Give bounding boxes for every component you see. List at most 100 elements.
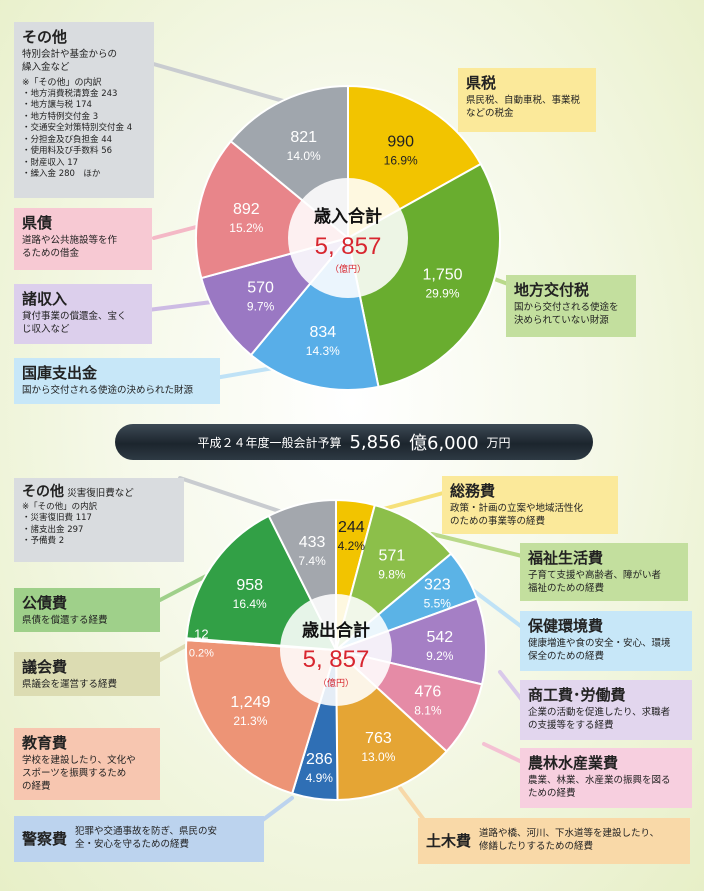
revenue-sonota-item: ・地方特例交付金 3 bbox=[22, 111, 99, 122]
expense-pie bbox=[184, 498, 487, 802]
expense-slice-value-keisatsu: 286 bbox=[306, 751, 333, 768]
revenue-center-total: 5, 857 bbox=[315, 233, 382, 260]
leader-ex-keisatsu bbox=[258, 796, 294, 824]
expense-doboku-desc2: 修繕したりするための経費 bbox=[479, 841, 594, 852]
budget-total-banner: 平成２４年度一般会計予算 5,856 億6,000 万円 bbox=[115, 424, 593, 460]
expense-sonota-item: ・災害復旧費 117 bbox=[22, 513, 92, 524]
expense-slice-value-hoken: 323 bbox=[424, 577, 451, 594]
revenue-kenzei-desc1: 県民税、自動車税、事業税 bbox=[466, 95, 581, 107]
expense-hoken-desc1: 健康増進や食の安全・安心、環境 bbox=[528, 638, 671, 650]
expense-kyouiku-box: 教育費 学校を建設したり、文化や スポーツを振興するため の経費 bbox=[14, 728, 160, 800]
expense-slice-shoukou bbox=[332, 597, 487, 686]
expense-fukushi-desc2: 福祉のための経費 bbox=[528, 583, 605, 595]
expense-slice-value-doboku: 763 bbox=[365, 730, 392, 747]
expense-slice-value-soumu: 244 bbox=[338, 519, 365, 536]
revenue-sonota-item: ・使用料及び手数料 56 bbox=[22, 146, 113, 157]
revenue-sonota-item: ・分担金及び負担金 44 bbox=[22, 134, 113, 145]
expense-kousai-box: 公債費 県債を償還する経費 bbox=[14, 588, 160, 632]
banner-amount: 5,856 bbox=[349, 431, 401, 453]
expense-hoken-box: 保健環境費 健康増進や食の安全・安心、環境 保全のための経費 bbox=[520, 611, 692, 671]
expense-doboku-title: 土木費 bbox=[426, 831, 472, 850]
revenue-slice-pct-kensai: 15.2% bbox=[229, 221, 263, 235]
revenue-kenzei-box: 県税 県民税、自動車税、事業税 などの税金 bbox=[458, 68, 596, 132]
revenue-shoshunyu-box: 諸収入 貸付事業の償還金、宝く じ収入など bbox=[14, 284, 152, 344]
revenue-sonota-box: その他 特別会計や基金からの 繰入金など ※「その他」の内訳 ・地方消費税清算金… bbox=[14, 22, 154, 198]
expense-nourin-desc1: 農業、林業、水産業の振興を図る bbox=[528, 775, 671, 787]
expense-kousai-desc1: 県債を償還する経費 bbox=[22, 615, 108, 627]
expense-soumu-desc2: のための事業等の経費 bbox=[450, 516, 546, 528]
expense-slice-value-sonota: 433 bbox=[299, 534, 326, 551]
revenue-sonota-desc2: 繰入金など bbox=[22, 62, 70, 74]
leader-ex-shoukou bbox=[498, 670, 524, 702]
expense-slice-labels: 244 4.2% 571 9.8% 323 5.5% 542 9.2% 476 8.1% 763 13… bbox=[189, 519, 454, 785]
expense-kyouiku-title: 教育費 bbox=[22, 734, 68, 752]
expense-shoukou-desc2: の支援等をする経費 bbox=[528, 720, 614, 732]
revenue-slice-pct-sonota: 14.0% bbox=[287, 149, 321, 163]
revenue-sonota-item: ・繰入金 280 ほか bbox=[22, 169, 101, 180]
revenue-kensai-desc1: 道路や公共施設等を作 bbox=[22, 235, 118, 247]
expense-center-circle bbox=[280, 594, 392, 706]
expense-hoken-desc2: 保全のための経費 bbox=[528, 651, 605, 663]
expense-slice-pct-kyouiku: 21.3% bbox=[233, 714, 267, 728]
expense-slice-pct-kousai: 16.4% bbox=[233, 597, 267, 611]
revenue-slice-pct-kenzei: 16.9% bbox=[384, 153, 418, 167]
expense-center-unit: （億円） bbox=[318, 677, 354, 689]
expense-slice-pct-doboku: 13.0% bbox=[361, 750, 395, 764]
expense-hoken-title: 保健環境費 bbox=[528, 617, 604, 635]
expense-sonota-item: ・予備費 2 bbox=[22, 536, 65, 547]
expense-gikai-desc1: 県議会を運営する経費 bbox=[22, 679, 118, 691]
expense-kousai-title: 公債費 bbox=[22, 594, 68, 612]
expense-slice-pct-fukushi: 9.8% bbox=[378, 567, 406, 581]
expense-sonota-item: ・諸支出金 297 bbox=[22, 524, 84, 535]
leader-ex-nourin bbox=[482, 742, 524, 764]
leader-ex-kousai bbox=[158, 572, 212, 602]
revenue-sonota-note-head: ※「その他」の内訳 bbox=[22, 77, 102, 88]
revenue-kensai-desc2: るための借金 bbox=[22, 248, 80, 260]
expense-shoukou-box: 商工費･労働費 企業の活動を促進したり、求職者 の支援等をする経費 bbox=[520, 680, 692, 740]
leader-ex-fukushi bbox=[430, 532, 524, 558]
expense-slice-pct-sonota: 7.4% bbox=[298, 554, 326, 568]
expense-gikai-box: 議会費 県議会を運営する経費 bbox=[14, 652, 160, 696]
revenue-sonota-desc1: 特別会計や基金からの bbox=[22, 49, 118, 61]
leader-kensai bbox=[152, 224, 202, 240]
revenue-shoshunyu-title: 諸収入 bbox=[22, 290, 68, 308]
expense-soumu-title: 総務費 bbox=[450, 482, 496, 500]
revenue-slice-value-shoshunyu: 570 bbox=[247, 279, 274, 296]
revenue-sonota-item: ・地方消費税清算金 243 bbox=[22, 89, 118, 100]
expense-slice-value-shoukou: 542 bbox=[426, 629, 453, 646]
revenue-sonota-title: その他 bbox=[22, 28, 68, 46]
expense-slice-value-gikai: 12 bbox=[194, 626, 208, 641]
revenue-kenzei-title: 県税 bbox=[466, 74, 497, 92]
expense-slice-pct-nourin: 8.1% bbox=[414, 704, 442, 718]
expense-keisatsu-desc2: 全・安心を守るための経費 bbox=[75, 839, 190, 850]
expense-doboku-box: 土木費 道路や橋、河川、下水道等を建設したり、 修繕したりするための経費 bbox=[418, 818, 690, 864]
revenue-shoshunyu-desc2: じ収入など bbox=[22, 324, 70, 336]
revenue-shoshunyu-desc1: 貸付事業の償還金、宝く bbox=[22, 311, 127, 323]
expense-slice-value-kyouiku: 1,249 bbox=[230, 694, 270, 711]
expense-slice-value-kousai: 958 bbox=[236, 577, 263, 594]
banner-unit2: 万円 bbox=[486, 435, 511, 450]
leader-ex-soumu bbox=[378, 490, 449, 512]
revenue-sonota-item: ・交通安全対策特別交付金 4 bbox=[22, 123, 133, 134]
expense-soumu-box: 総務費 政策・計画の立案や地域活性化 のための事業等の経費 bbox=[442, 476, 618, 534]
leader-sonota bbox=[148, 61, 296, 106]
expense-kyouiku-desc3: の経費 bbox=[22, 780, 51, 792]
revenue-sonota-item: ・地方譲与税 174 bbox=[22, 100, 92, 111]
expense-sonota-sub: 災害復旧費など bbox=[67, 488, 134, 499]
revenue-kenzei-desc2: などの税金 bbox=[466, 108, 514, 120]
revenue-center-unit: （億円） bbox=[330, 263, 366, 275]
expense-shoukou-title: 商工費･労働費 bbox=[528, 686, 626, 704]
revenue-slice-labels: 990 16.9% 1,750 29.9% 834 14.3% 570 9.7% 892 15.2… bbox=[229, 129, 462, 358]
revenue-chihou-title: 地方交付税 bbox=[514, 281, 590, 299]
revenue-slice-value-kensai: 892 bbox=[233, 201, 260, 218]
leader-shoshunyu bbox=[146, 300, 214, 312]
expense-fukushi-desc1: 子育て支援や高齢者、障がい者 bbox=[528, 570, 662, 582]
revenue-center-circle bbox=[288, 178, 408, 298]
expense-keisatsu-box: 警察費 犯罪や交通事故を防ぎ、県民の安 全・安心を守るための経費 bbox=[14, 816, 264, 862]
expense-slice-pct-gikai: 0.2% bbox=[189, 647, 214, 659]
expense-center-title: 歳出合計 bbox=[302, 620, 370, 641]
expense-slice-value-fukushi: 571 bbox=[379, 547, 406, 564]
expense-gikai-title: 議会費 bbox=[22, 658, 68, 676]
expense-nourin-box: 農林水産業費 農業、林業、水産業の振興を図る ための経費 bbox=[520, 748, 692, 808]
